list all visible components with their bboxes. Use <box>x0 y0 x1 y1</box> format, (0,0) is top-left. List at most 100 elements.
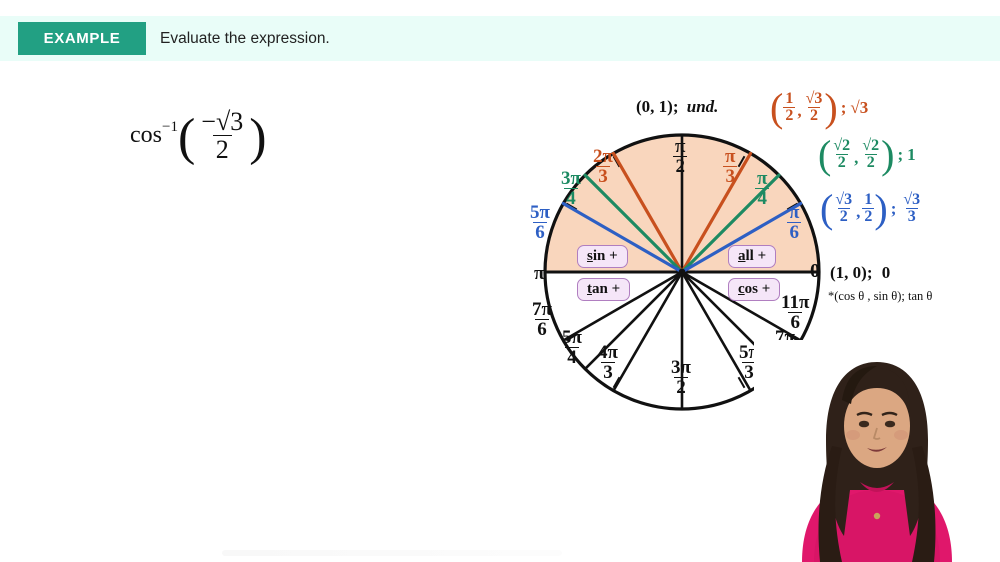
angle-pi-over-3-den: 3 <box>723 166 737 188</box>
angle-11pi-over-6: 11π 6 <box>779 293 811 333</box>
example-banner <box>0 16 1000 61</box>
upper-radii <box>561 151 803 274</box>
all-positive-box: all + <box>728 245 777 268</box>
radius-pi-4 <box>680 173 781 274</box>
fraction: −√3 2 <box>198 108 246 164</box>
angle-3pi-over-2-den: 2 <box>674 377 688 399</box>
instruction-label: Evaluate the expression. <box>160 29 330 47</box>
coord-30-y-num: 1 <box>864 191 873 208</box>
angle-5pi-over-6: 5π 6 <box>528 203 552 243</box>
angle-5pi-over-4-den: 4 <box>565 347 579 369</box>
angle-4pi-over-3-den: 3 <box>601 362 615 384</box>
angle-3pi-over-4: 3π 4 <box>559 169 583 209</box>
all-positive-rest: ll + <box>745 248 767 264</box>
coord-45-y-den: 2 <box>864 154 877 172</box>
coord-60-y-num: √3 <box>805 90 823 107</box>
unit-circle-svg <box>543 133 821 411</box>
angle-3pi-over-2: 3π 2 <box>669 358 693 398</box>
sin-positive-rest: in + <box>592 248 618 264</box>
angle-pi-over-2-num: π <box>675 136 686 157</box>
angle-2pi-over-3: 2π 3 <box>591 147 615 187</box>
angle-5pi-over-3-num: 5π <box>739 342 759 363</box>
right-eye <box>884 420 896 428</box>
sin-positive-first: s <box>587 248 593 264</box>
angle-pi-over-2-den: 2 <box>673 156 687 178</box>
tan-positive-first: t <box>587 281 592 297</box>
angle-pi-over-4-num: π <box>757 168 768 189</box>
fraction-numerator: −√3 <box>201 107 244 136</box>
cos-positive-rest: os + <box>744 281 771 297</box>
coord-30-tan-den: 3 <box>905 208 918 226</box>
coord-30-tan-num: √3 <box>903 191 921 208</box>
coord-90-point: (0, 1); <box>636 97 679 116</box>
coord-label-45: ( √2 2 , √2 2 ) ; 1 <box>818 131 916 177</box>
coord-30-x-den: 2 <box>837 208 850 226</box>
presenter-video <box>754 340 1000 562</box>
coord-label-0: (1, 0); 0 <box>830 264 890 281</box>
angle-2pi-over-3-num: 2π <box>593 146 613 167</box>
cos-positive-box: cos + <box>728 278 781 301</box>
video-progress-bar[interactable] <box>222 550 562 556</box>
coordinate-footnote: *(cos θ , sin θ); tan θ <box>828 289 933 303</box>
coord-label-90: (0, 1); und. <box>636 98 718 115</box>
angle-3pi-over-2-num: 3π <box>671 357 691 378</box>
angle-7pi-over-6-den: 6 <box>535 319 549 341</box>
pi-label: π <box>534 263 545 284</box>
tan-positive-rest: an + <box>592 281 621 297</box>
coord-60-x-num: 1 <box>785 90 794 107</box>
angle-5pi-over-6-num: 5π <box>530 202 550 223</box>
left-eye <box>858 420 870 428</box>
angle-pi-over-2: π 2 <box>673 137 687 177</box>
coord-45-x-num: √2 <box>833 137 851 154</box>
coord-label-30: ( √3 2 , 1 2 ) ; √3 3 <box>820 185 921 231</box>
angle-pi-over-3-num: π <box>725 146 736 167</box>
all-positive-first: a <box>738 248 746 264</box>
cos-positive-first: c <box>738 281 745 297</box>
coord-45-x-den: 2 <box>835 154 848 172</box>
cos-function: cos <box>130 122 162 149</box>
coord-label-60: ( 1 2 , √3 2 ) ; √3 <box>770 84 869 130</box>
coord-0-tan: 0 <box>881 263 891 282</box>
angle-5pi-over-4: 5π 4 <box>560 328 584 368</box>
necklace-pendant <box>873 512 881 520</box>
angle-4pi-over-3-num: 4π <box>598 342 618 363</box>
radius-5pi-6 <box>561 201 684 274</box>
angle-5pi-over-3: 5π 3 <box>737 343 761 383</box>
angle-pi-over-4: π 4 <box>755 169 769 209</box>
radius-pi-6 <box>680 201 803 274</box>
angle-4pi-over-3: 4π 3 <box>596 343 620 383</box>
angle-3pi-over-4-den: 4 <box>564 188 578 210</box>
example-tag-label: EXAMPLE <box>43 30 121 47</box>
angle-7pi-over-6: 7π 6 <box>530 300 554 340</box>
angle-11pi-over-6-num: 11π <box>781 292 810 313</box>
zero-label: 0 <box>810 260 820 282</box>
angle-pi-over-4-den: 4 <box>755 188 769 210</box>
angle-11pi-over-6-den: 6 <box>788 312 802 334</box>
coord-45-tan: 1 <box>907 145 916 165</box>
origin-point <box>678 268 686 276</box>
coord-0-point: (1, 0); <box>830 263 873 282</box>
angle-3pi-over-4-num: 3π <box>561 168 581 189</box>
coord-90-tan: und. <box>686 97 719 116</box>
coord-30-x-num: √3 <box>835 191 853 208</box>
radius-pi-3 <box>680 151 753 274</box>
fraction-denominator: 2 <box>212 135 232 164</box>
angle-pi-over-6: π 6 <box>787 203 801 243</box>
tan-positive-box: tan + <box>577 278 631 301</box>
math-expression: cos −1 ( −√3 2 ) <box>130 107 267 166</box>
angle-5pi-over-3-den: 3 <box>742 362 756 384</box>
angle-2pi-over-3-den: 3 <box>596 166 610 188</box>
face <box>844 384 910 468</box>
radius-2pi-3 <box>611 151 684 274</box>
angle-pi-over-6-den: 6 <box>787 222 801 244</box>
angle-5pi-over-4-num: 5π <box>562 327 582 348</box>
coord-60-x-den: 2 <box>783 107 796 125</box>
radius-3pi-4 <box>583 173 684 274</box>
coord-60-tan: √3 <box>850 98 869 118</box>
unit-circle-diagram: π 0 π 2 2π 3 3π 4 5π 6 π 3 π <box>515 85 845 425</box>
coord-30-y-den: 2 <box>862 208 875 226</box>
instruction-text: Evaluate the expression. <box>160 22 330 55</box>
angle-5pi-over-6-den: 6 <box>533 222 547 244</box>
angle-pi-over-3: π 3 <box>723 147 737 187</box>
sin-positive-box: sin + <box>577 245 628 268</box>
